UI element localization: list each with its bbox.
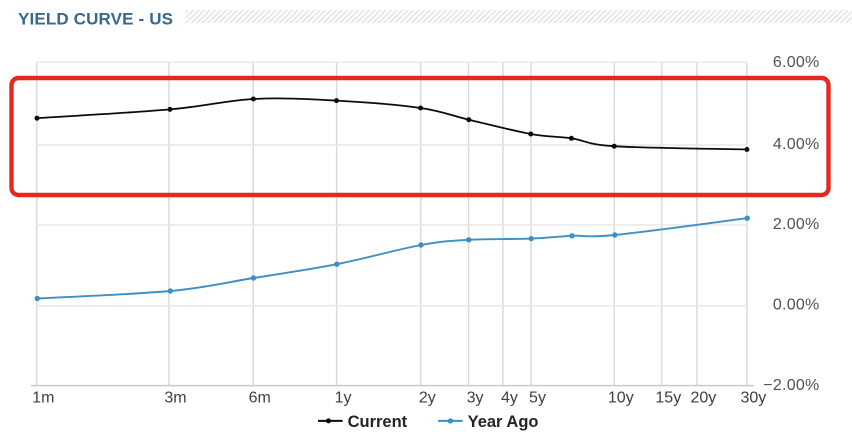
svg-text:10y: 10y (608, 389, 634, 406)
svg-text:5y: 5y (529, 389, 546, 406)
svg-text:3y: 3y (467, 389, 484, 406)
svg-text:4.00%: 4.00% (773, 136, 820, 153)
svg-text:1m: 1m (32, 389, 54, 406)
svg-text:15y: 15y (655, 389, 681, 406)
svg-text:6.00%: 6.00% (773, 54, 820, 71)
svg-text:2y: 2y (419, 389, 436, 406)
svg-text:2.00%: 2.00% (773, 216, 820, 233)
svg-text:0.00%: 0.00% (773, 297, 820, 314)
svg-text:−2.00%: −2.00% (763, 377, 819, 394)
svg-text:20y: 20y (691, 389, 717, 406)
svg-text:4y: 4y (501, 389, 518, 406)
svg-text:3m: 3m (164, 389, 186, 406)
svg-text:Current: Current (348, 413, 408, 431)
svg-text:30y: 30y (741, 389, 767, 406)
svg-text:YIELD CURVE - US: YIELD CURVE - US (18, 10, 173, 29)
svg-text:6m: 6m (249, 389, 271, 406)
svg-text:1y: 1y (335, 389, 352, 406)
svg-text:Year Ago: Year Ago (468, 413, 539, 431)
